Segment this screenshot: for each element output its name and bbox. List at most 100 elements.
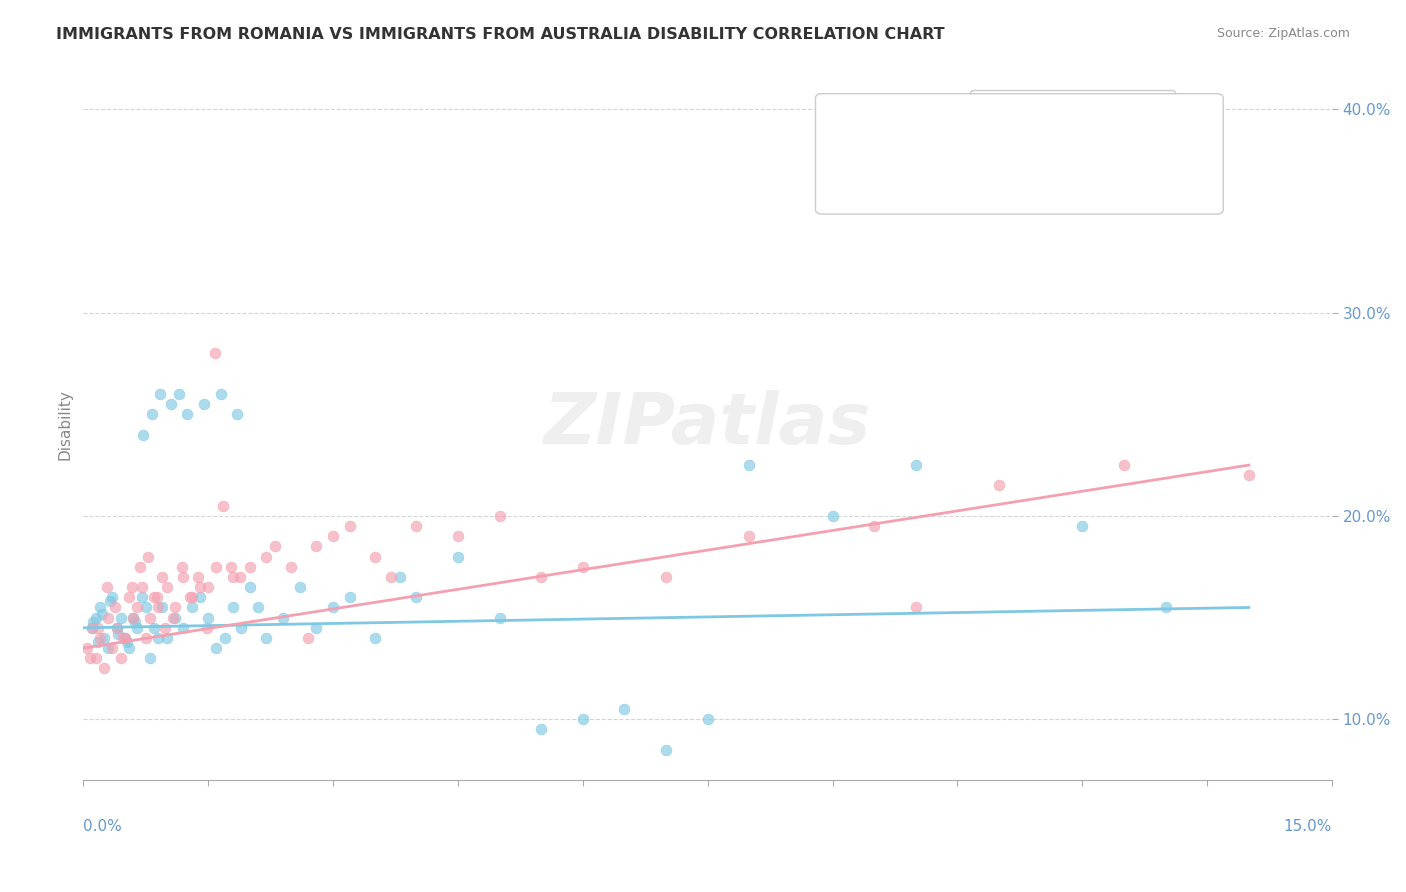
Point [229, 570, 252, 584]
Point [105, 621, 128, 635]
Point [139, 651, 162, 665]
Point [572, 712, 595, 726]
Text: 0.0%: 0.0% [83, 819, 122, 834]
Point [114, 631, 136, 645]
Point [97, 610, 120, 624]
Point [121, 580, 143, 594]
Point [124, 615, 146, 629]
Point [114, 631, 136, 645]
Point [904, 458, 927, 472]
Point [572, 559, 595, 574]
Point [98, 594, 121, 608]
Point [87, 621, 110, 635]
Point [363, 631, 385, 645]
Point [172, 621, 194, 635]
Point [1154, 600, 1177, 615]
Point [127, 621, 149, 635]
Point [231, 621, 253, 635]
Point [87, 635, 110, 649]
Point [204, 346, 226, 360]
Point [149, 387, 172, 401]
Point [143, 621, 166, 635]
Point [613, 702, 636, 716]
Point [79, 651, 101, 665]
Point [145, 591, 167, 605]
Point [280, 559, 302, 574]
Point [1112, 458, 1135, 472]
Text: IMMIGRANTS FROM ROMANIA VS IMMIGRANTS FROM AUSTRALIA DISABILITY CORRELATION CHAR: IMMIGRANTS FROM ROMANIA VS IMMIGRANTS FR… [56, 27, 945, 42]
Point [222, 570, 245, 584]
Point [530, 723, 553, 737]
Point [205, 641, 228, 656]
Point [131, 591, 153, 605]
Point [738, 529, 761, 543]
Point [150, 600, 173, 615]
Point [180, 600, 202, 615]
Point [339, 591, 361, 605]
Point [271, 610, 294, 624]
Point [447, 549, 470, 564]
Point [188, 591, 211, 605]
Point [150, 570, 173, 584]
Point [405, 591, 427, 605]
Point [84, 610, 107, 624]
Point [322, 529, 344, 543]
Point [256, 549, 278, 564]
Point [222, 600, 245, 615]
Point [322, 600, 344, 615]
Point [162, 610, 184, 624]
Point [80, 621, 103, 635]
Point [214, 631, 236, 645]
Point [188, 580, 211, 594]
Point [139, 610, 162, 624]
Point [105, 621, 128, 635]
Point [148, 631, 170, 645]
Point [110, 610, 132, 624]
Point [159, 397, 181, 411]
Point [97, 641, 120, 656]
Point [89, 631, 111, 645]
Point [738, 458, 761, 472]
Point [209, 387, 232, 401]
Point [132, 427, 155, 442]
Point [135, 600, 157, 615]
Point [904, 600, 927, 615]
Point [153, 621, 176, 635]
Point [263, 540, 285, 554]
Point [197, 580, 219, 594]
Point [447, 529, 470, 543]
Point [112, 631, 135, 645]
Point [115, 635, 138, 649]
Point [110, 651, 132, 665]
Point [176, 407, 198, 421]
Point [221, 559, 243, 574]
Text: ZIPatlas: ZIPatlas [544, 390, 872, 458]
Point [118, 641, 141, 656]
Point [212, 499, 235, 513]
Point [129, 559, 152, 574]
Point [104, 600, 127, 615]
Point [655, 743, 678, 757]
Point [80, 621, 103, 635]
Point [136, 549, 159, 564]
Text: 15.0%: 15.0% [1284, 819, 1331, 834]
Point [167, 387, 190, 401]
Point [530, 570, 553, 584]
Point [226, 407, 249, 421]
Point [388, 570, 411, 584]
Point [141, 407, 163, 421]
Point [988, 478, 1011, 492]
Point [288, 580, 311, 594]
Point [93, 631, 115, 645]
Point [131, 580, 153, 594]
Point [163, 610, 186, 624]
Point [101, 591, 124, 605]
Point [155, 631, 177, 645]
Point [256, 631, 278, 645]
Point [405, 519, 427, 533]
Point [118, 591, 141, 605]
Point [122, 610, 145, 624]
Point [101, 641, 124, 656]
Point [1237, 468, 1260, 483]
Point [239, 559, 262, 574]
